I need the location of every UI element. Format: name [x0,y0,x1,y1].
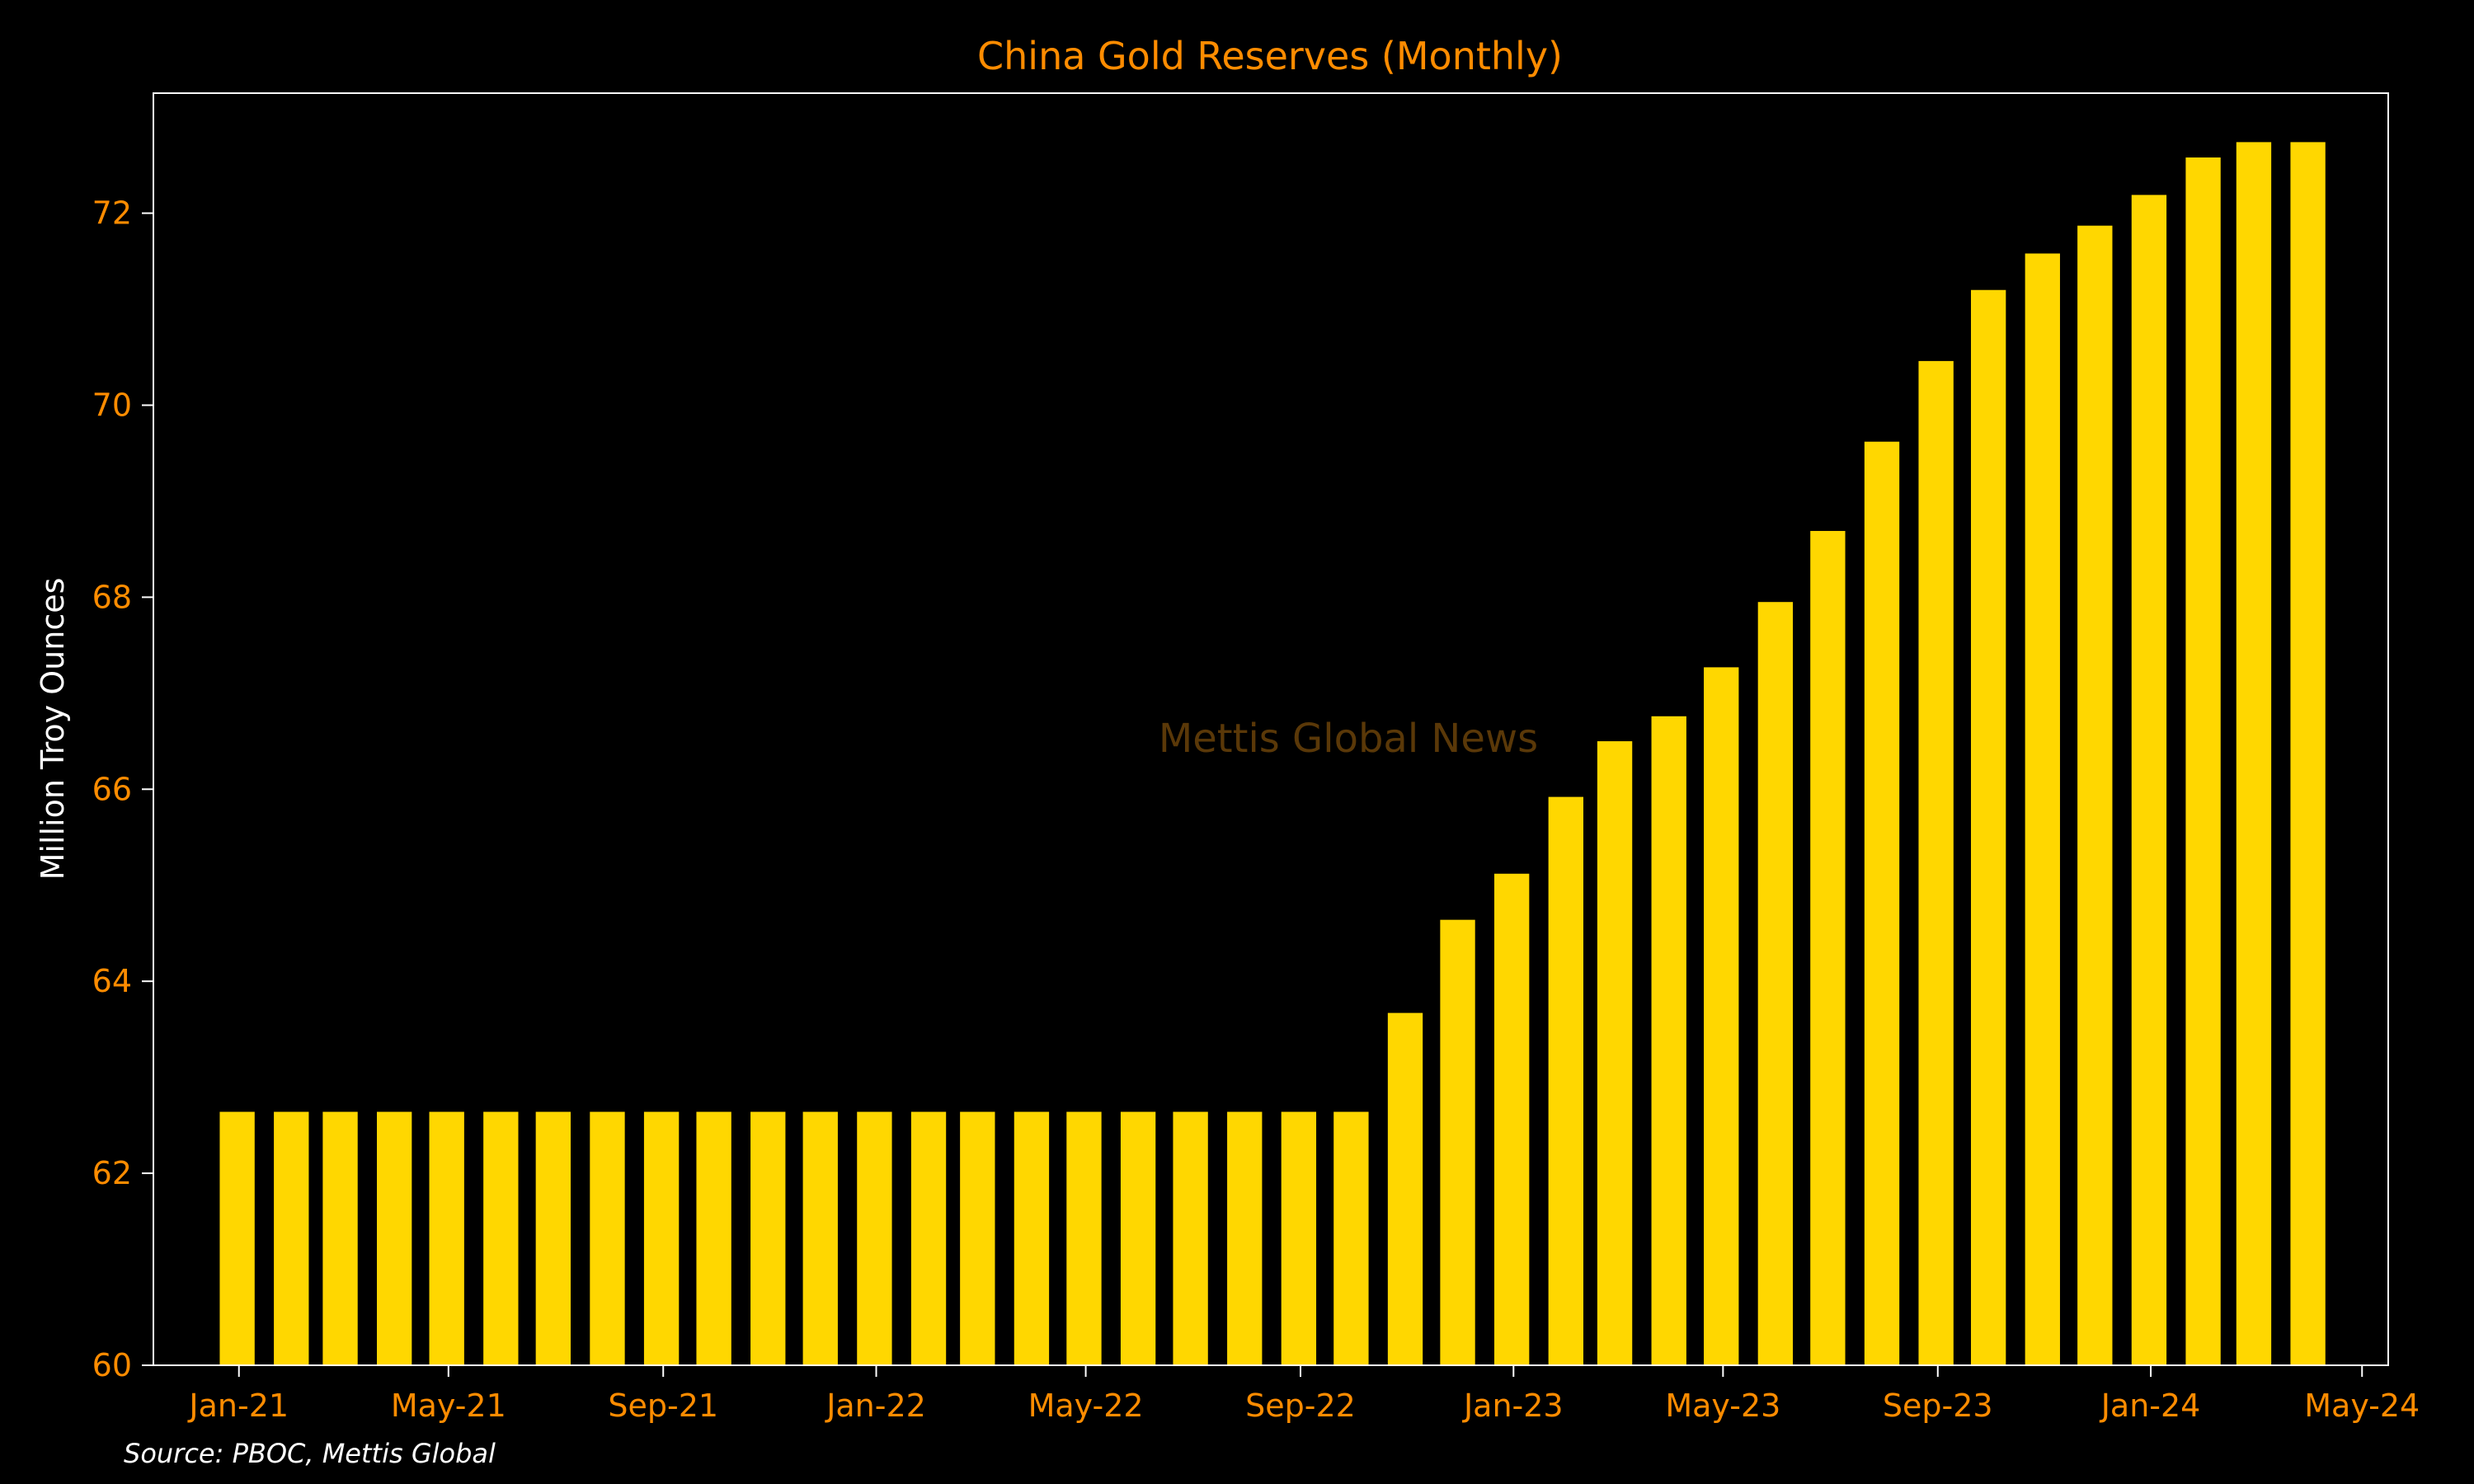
bar [802,1111,838,1365]
x-axis: Jan-21 May-21 Sep-21 Jan-22 May-22 Sep-22 Jan-… [187,1365,2420,1424]
x-tick-label: Sep-21 [608,1388,718,1424]
y-tick-label: 62 [92,1155,132,1191]
y-tick-label: 66 [92,771,132,807]
bar [1066,1111,1102,1365]
bar [2025,253,2060,1366]
chart-title: China Gold Reserves (Monthly) [977,34,1563,78]
bar [590,1111,625,1365]
x-tick-label: Sep-22 [1245,1388,1356,1424]
x-tick-label: May-21 [391,1388,506,1424]
bar [535,1111,571,1365]
bar [1281,1111,1317,1365]
bar [960,1111,995,1365]
bar [1757,602,1794,1365]
bar [643,1111,680,1365]
x-tick-label: Jan-24 [2100,1388,2201,1424]
bar [219,1111,255,1365]
bar [910,1111,947,1365]
bar [1864,441,1900,1365]
bar [1333,1111,1369,1365]
x-tick-label: Jan-21 [187,1388,289,1424]
bar [750,1111,786,1365]
bar [1548,796,1583,1365]
bar [322,1111,358,1365]
bar [2131,195,2167,1366]
y-tick-label: 64 [92,963,132,999]
bar [2077,225,2113,1366]
bar [1597,741,1633,1365]
bar [274,1111,309,1365]
x-tick-label: May-22 [1028,1388,1144,1424]
bars [219,142,2326,1366]
plot-frame [153,92,2389,1366]
y-axis: 60 62 64 66 68 70 72 [92,195,153,1383]
y-axis-label: Million Troy Ounces [35,578,71,881]
bar [1173,1111,1208,1365]
bar [1970,289,2006,1366]
bar [1440,919,1475,1365]
watermark: Mettis Global News [1159,716,1538,762]
bar [1014,1111,1050,1365]
bar [857,1111,892,1365]
axes: 60 62 64 66 68 70 72 Jan-21 May-21 Sep-21 Jan-22 M… [92,92,2420,1424]
bar [377,1111,412,1365]
bar [2185,157,2221,1365]
bar [1227,1111,1263,1365]
x-tick-label: Jan-23 [1462,1388,1564,1424]
x-tick-label: May-23 [1665,1388,1780,1424]
bar [1704,667,1739,1365]
y-tick-label: 68 [92,579,132,615]
bar [1387,1012,1423,1365]
y-tick-label: 60 [92,1347,132,1383]
bar [483,1111,519,1365]
y-tick-label: 70 [92,387,132,423]
x-tick-label: Jan-22 [825,1388,926,1424]
x-tick-label: Sep-23 [1883,1388,1993,1424]
source-note: Source: PBOC, Mettis Global [124,1438,496,1469]
bar [2290,142,2326,1365]
bar [696,1111,731,1365]
bar [429,1111,464,1365]
bar [1120,1111,1156,1365]
bar [2236,142,2272,1365]
bar [1494,873,1530,1365]
bar [1918,360,1954,1365]
y-tick-label: 72 [92,195,132,232]
x-tick-label: May-24 [2304,1388,2420,1424]
bar [1651,716,1686,1365]
bar [1810,531,1846,1365]
